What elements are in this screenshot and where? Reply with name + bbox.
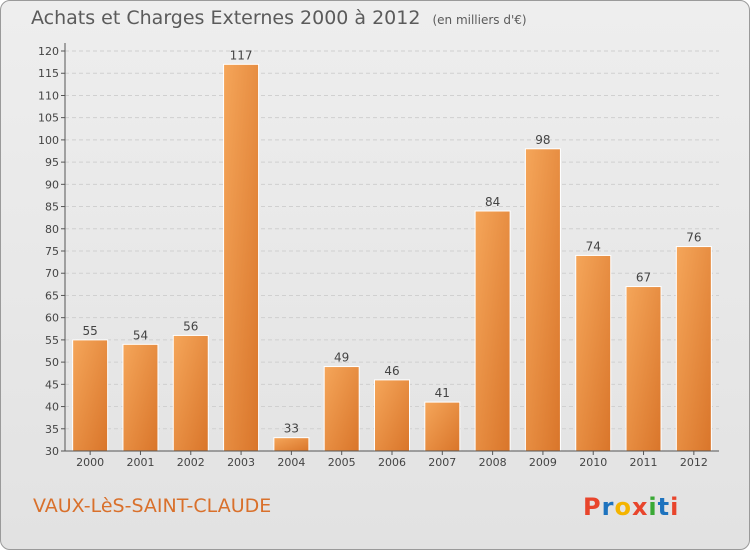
y-tick-label: 100 bbox=[38, 134, 59, 147]
data-label-2011: 67 bbox=[636, 271, 651, 285]
data-label-2000: 55 bbox=[83, 324, 98, 338]
x-tick-label: 2010 bbox=[579, 456, 607, 469]
data-label-2004: 33 bbox=[284, 422, 299, 436]
bar-2007 bbox=[424, 401, 461, 452]
chart-title-text: Achats et Charges Externes 2000 à 2012 bbox=[31, 7, 421, 29]
bar-2008 bbox=[474, 210, 511, 452]
y-tick-label: 75 bbox=[45, 245, 59, 258]
x-tick-label: 2006 bbox=[378, 456, 406, 469]
x-tick-label: 2007 bbox=[428, 456, 456, 469]
chart-unit: (en milliers d'€) bbox=[432, 13, 527, 27]
data-label-2003: 117 bbox=[230, 48, 253, 62]
x-tick-label: 2011 bbox=[630, 456, 658, 469]
logo-letter: i bbox=[648, 493, 658, 521]
x-tick-label: 2004 bbox=[277, 456, 305, 469]
logo-letter: r bbox=[601, 493, 615, 521]
chart-title: Achats et Charges Externes 2000 à 2012 (e… bbox=[31, 7, 527, 29]
x-tick-label: 2001 bbox=[126, 456, 154, 469]
y-tick-label: 115 bbox=[38, 67, 59, 80]
bar-2009 bbox=[524, 148, 561, 452]
x-tick-label: 2012 bbox=[680, 456, 708, 469]
y-tick-label: 40 bbox=[45, 401, 59, 414]
data-label-2010: 74 bbox=[586, 239, 601, 253]
logo-letter: i bbox=[670, 493, 680, 521]
bar-2010 bbox=[575, 254, 612, 452]
y-tick-label: 80 bbox=[45, 223, 59, 236]
data-label-2005: 49 bbox=[334, 351, 349, 365]
y-tick-label: 50 bbox=[45, 356, 59, 369]
x-tick-label: 2009 bbox=[529, 456, 557, 469]
bar-2011 bbox=[625, 286, 662, 452]
x-tick-label: 2003 bbox=[227, 456, 255, 469]
bar-2005 bbox=[323, 366, 360, 452]
logo-letter: t bbox=[657, 493, 671, 521]
bar-2004 bbox=[273, 437, 310, 452]
commune-name: VAUX-LèS-SAINT-CLAUDE bbox=[33, 495, 272, 517]
data-label-2012: 76 bbox=[686, 231, 701, 245]
data-label-2008: 84 bbox=[485, 195, 500, 209]
y-tick-label: 30 bbox=[45, 445, 59, 458]
logo-letter: P bbox=[583, 493, 602, 521]
y-tick-label: 90 bbox=[45, 178, 59, 191]
y-tick-label: 105 bbox=[38, 112, 59, 125]
bar-2001 bbox=[122, 343, 159, 452]
y-tick-label: 65 bbox=[45, 289, 59, 302]
x-tick-label: 2002 bbox=[177, 456, 205, 469]
bar-2000 bbox=[72, 339, 109, 452]
data-label-2001: 54 bbox=[133, 328, 148, 342]
x-tick-label: 2000 bbox=[76, 456, 104, 469]
x-axis-ticks: 2000 2001 2002 2003 2004 2005 2006 2007 2008 2009… bbox=[76, 451, 708, 469]
proxiti-logo: Proxiti bbox=[583, 493, 679, 521]
y-tick-label: 70 bbox=[45, 267, 59, 280]
y-tick-label: 120 bbox=[38, 45, 59, 58]
bars bbox=[72, 63, 712, 452]
x-tick-label: 2008 bbox=[479, 456, 507, 469]
data-label-2007: 41 bbox=[435, 386, 450, 400]
data-label-2006: 46 bbox=[384, 364, 399, 378]
bar-2012 bbox=[675, 246, 712, 452]
bar-2006 bbox=[374, 379, 410, 452]
bar-2003 bbox=[223, 63, 260, 452]
y-tick-label: 110 bbox=[38, 89, 59, 102]
y-tick-label: 85 bbox=[45, 201, 59, 214]
data-labels: 55 54 56 117 33 49 46 41 84 98 74 67 76 bbox=[83, 48, 702, 435]
y-tick-label: 55 bbox=[45, 334, 59, 347]
y-tick-label: 35 bbox=[45, 423, 59, 436]
y-tick-label: 60 bbox=[45, 312, 59, 325]
x-tick-label: 2005 bbox=[328, 456, 356, 469]
data-label-2002: 56 bbox=[183, 319, 198, 333]
y-axis-ticks: 30 35 40 45 50 55 60 65 70 75 80 85 90 95 100 105 110 115… bbox=[38, 45, 65, 458]
bar-2002 bbox=[172, 334, 209, 452]
y-tick-label: 45 bbox=[45, 378, 59, 391]
data-label-2009: 98 bbox=[535, 133, 550, 147]
logo-letter: x bbox=[631, 493, 649, 521]
y-tick-label: 95 bbox=[45, 156, 59, 169]
logo-letter: o bbox=[614, 493, 632, 521]
